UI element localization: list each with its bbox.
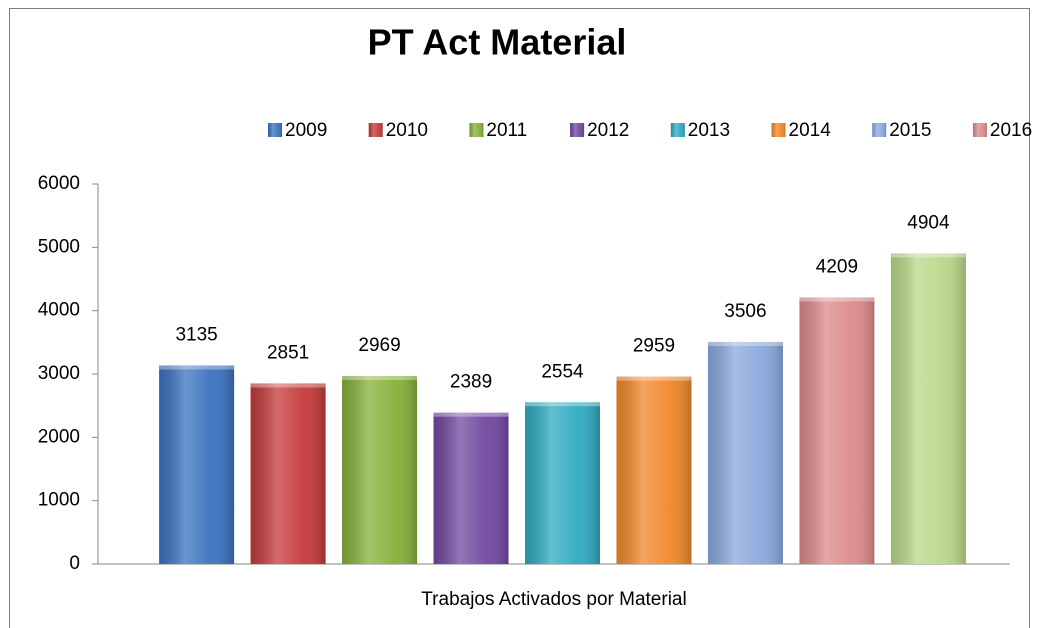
- legend-swatch-shine: [771, 123, 786, 137]
- data-label: 4904: [907, 212, 950, 233]
- data-label: 2554: [541, 361, 584, 382]
- legend-swatch-shine: [368, 123, 383, 137]
- legend-label: 2012: [587, 120, 629, 141]
- bar-cap: [707, 341, 783, 346]
- x-tick-label: Trabajos Activados por Material: [421, 589, 686, 610]
- legend-label: 2016: [990, 120, 1032, 141]
- bar-shine: [433, 412, 509, 564]
- data-label: 2969: [358, 335, 400, 356]
- data-label: 2959: [633, 336, 675, 357]
- legend-label: 2013: [688, 120, 730, 141]
- y-tick-label: 2000: [38, 426, 80, 447]
- bar-cap: [616, 376, 692, 381]
- bar-shine: [159, 365, 235, 564]
- bar-cap: [799, 297, 875, 302]
- legend-label: 2010: [386, 120, 428, 141]
- bar-shine: [524, 402, 601, 564]
- data-label: 3135: [175, 324, 217, 345]
- legend-swatch-shine: [872, 123, 887, 137]
- data-label: 4209: [816, 256, 858, 277]
- legend-label: 2011: [486, 120, 527, 141]
- legend-label: 2009: [285, 120, 327, 141]
- bar-cap: [250, 383, 326, 388]
- bar-cap: [524, 402, 601, 407]
- bar-cap: [342, 375, 418, 380]
- legend-label: 2014: [789, 120, 832, 141]
- y-tick-label: 4000: [38, 300, 80, 321]
- legend-swatch-shine: [972, 123, 987, 137]
- bar-shine: [707, 341, 783, 564]
- bar-shine: [799, 297, 875, 564]
- bar-cap: [159, 365, 235, 370]
- bar-shine: [250, 383, 326, 564]
- data-label: 2851: [267, 342, 309, 363]
- y-tick-label: 6000: [38, 173, 80, 194]
- legend-label: 2015: [889, 120, 931, 141]
- bar-shine: [890, 253, 966, 564]
- bar-cap: [890, 253, 966, 258]
- legend-swatch-shine: [469, 123, 484, 137]
- y-tick-label: 0: [69, 553, 80, 574]
- chart-title: PT Act Material: [368, 22, 627, 63]
- bar-shine: [342, 375, 418, 564]
- y-tick-label: 5000: [38, 236, 80, 257]
- bar-cap: [433, 412, 509, 417]
- legend-swatch-shine: [670, 123, 685, 137]
- y-tick-label: 1000: [38, 490, 80, 511]
- data-label: 3506: [724, 301, 766, 322]
- bar-shine: [616, 376, 692, 564]
- data-label: 2389: [450, 372, 492, 393]
- y-tick-label: 3000: [38, 363, 80, 384]
- legend-swatch-shine: [570, 123, 585, 137]
- legend-swatch-shine: [268, 123, 282, 137]
